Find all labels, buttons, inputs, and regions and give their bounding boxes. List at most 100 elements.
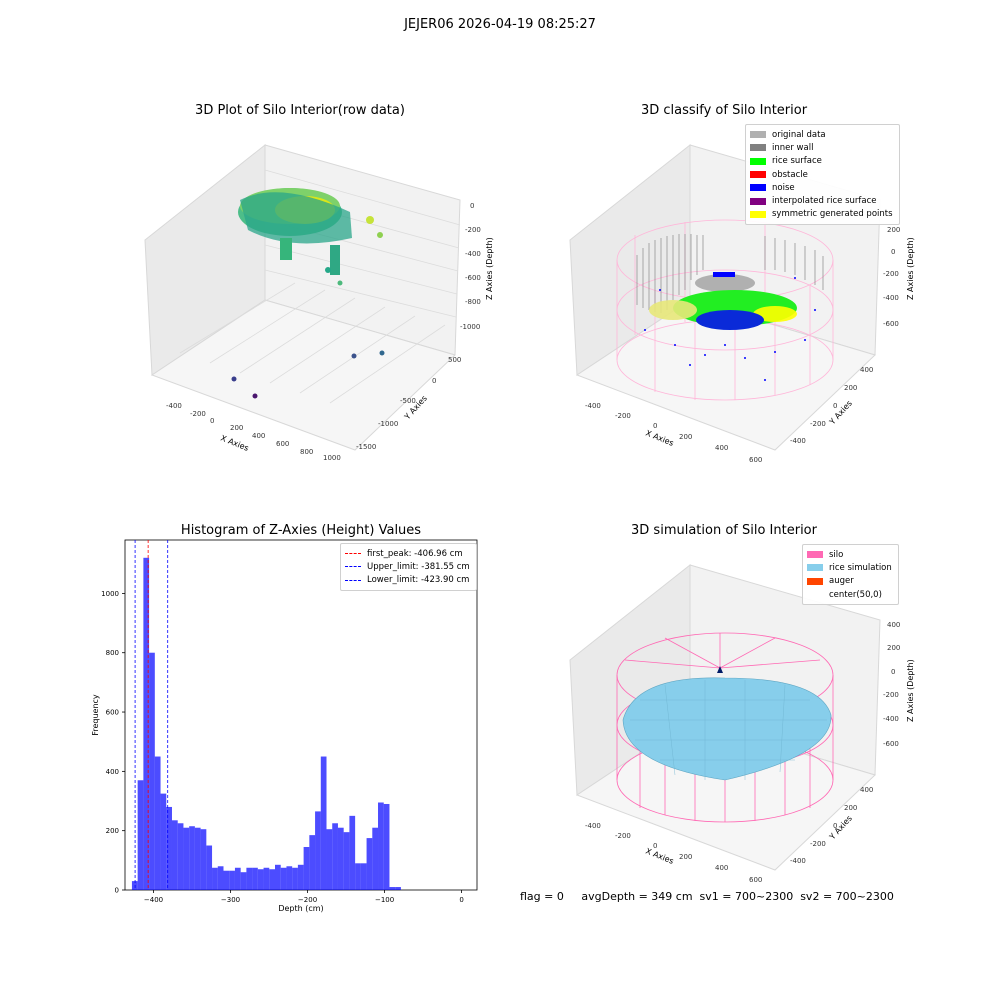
raw-outlier-point [351, 353, 357, 359]
raw-ztick: -600 [465, 274, 481, 282]
raw-plot-title: 3D Plot of Silo Interior(row data) [195, 103, 405, 118]
simulation-ytick: 0 [833, 822, 837, 830]
classify-xtick: 600 [749, 456, 762, 464]
simulation-ztick: 200 [887, 644, 900, 652]
histogram-bar [149, 652, 155, 890]
histogram-bar [349, 815, 356, 890]
avg-depth-text: avgDepth = 349 cm sv1 = 700~2300 sv2 = 7… [581, 890, 894, 903]
histogram-xtick-label: −400 [144, 896, 163, 904]
histogram-bar [343, 832, 350, 890]
histogram-legend: first_peak: -406.96 cm Upper_limit: -381… [340, 543, 477, 591]
histogram-title: Histogram of Z-Axies (Height) Values [180, 523, 422, 538]
histogram-chart: −400 −300 −200 −100 0 0 200 400 600 800 1000 Dept… [91, 539, 478, 913]
raw-ytick: -1000 [378, 420, 398, 428]
histogram-bar [320, 756, 327, 890]
histogram-ytick-label: 200 [106, 827, 119, 835]
raw-xtick: 1000 [323, 454, 341, 460]
classify-ylabel: Y Axies [827, 399, 854, 427]
histogram-bar [212, 867, 218, 890]
histogram-xtick-label: −100 [375, 896, 394, 904]
histogram-bar [269, 869, 276, 890]
simulation-rice-surface [622, 677, 832, 781]
histogram-bar [303, 846, 310, 890]
classify-xtick: 0 [653, 422, 657, 430]
histogram-ytick-label: 600 [106, 709, 119, 717]
raw-ztick: 0 [470, 202, 474, 210]
classify-ztick: -200 [883, 270, 899, 278]
histogram-xtick-label: 0 [459, 896, 463, 904]
simulation-legend: silo rice simulation auger center(50,0) [802, 544, 899, 606]
classify-ytick: -200 [810, 420, 826, 428]
histogram-bar [355, 863, 361, 890]
flag-text: flag = 0 [520, 890, 564, 903]
histogram-bar [292, 867, 298, 890]
raw-outlier-point [231, 376, 237, 382]
histogram-bar [337, 827, 344, 890]
histogram-bar [143, 557, 150, 890]
raw-xtick: 800 [300, 448, 313, 456]
legend-entry: Lower_limit: -423.90 cm [345, 574, 470, 587]
histogram-bar [246, 867, 253, 890]
legend-entry: rice surface [750, 155, 893, 168]
raw-xlabel: X Axies [219, 434, 250, 453]
classify-zlabel: Z Axies (Depth) [906, 237, 915, 300]
histogram-bar [383, 803, 390, 890]
simulation-xtick: 200 [679, 853, 692, 861]
histogram-bar [171, 820, 178, 890]
histogram-bar [234, 867, 241, 890]
classify-ytick: -400 [790, 437, 806, 445]
simulation-xtick: -400 [585, 822, 601, 830]
histogram-bar [217, 866, 224, 890]
classify-symmetric-points [649, 300, 697, 320]
classify-xtick: 400 [715, 444, 728, 452]
raw-ztick: -400 [465, 250, 481, 258]
histogram-bar [223, 870, 230, 890]
histogram-bar [137, 780, 144, 890]
histogram-xtick-label: −200 [298, 896, 317, 904]
classify-ytick: 200 [844, 384, 857, 392]
histogram-bar [332, 823, 338, 890]
simulation-xtick: -200 [615, 832, 631, 840]
raw-outlier-point [252, 393, 258, 399]
raw-ztick: -1000 [460, 323, 480, 331]
histogram-bar [326, 829, 333, 890]
classify-plot-title: 3D classify of Silo Interior [640, 103, 808, 118]
histogram-bar [286, 866, 293, 890]
simulation-ztick: -600 [883, 740, 899, 748]
histogram-bar [154, 756, 161, 890]
histogram-ytick-label: 1000 [101, 590, 119, 598]
simulation-ztick: 400 [887, 621, 900, 629]
legend-entry: original data [750, 128, 893, 141]
raw-outlier-point [379, 350, 385, 356]
histogram-bar [309, 835, 316, 890]
histogram-bar [378, 802, 384, 890]
raw-point-cloud [238, 188, 383, 286]
legend-entry: Upper_limit: -381.55 cm [345, 560, 470, 573]
raw-xtick: -400 [166, 402, 182, 410]
classify-ztick: -600 [883, 320, 899, 328]
simulation-xtick: 400 [715, 864, 728, 872]
histogram-bar [194, 827, 201, 890]
histogram-bar [252, 867, 258, 890]
histogram-bar [275, 864, 281, 890]
histogram-bar [257, 869, 264, 890]
classify-xtick: -200 [615, 412, 631, 420]
simulation-ztick: -400 [883, 715, 899, 723]
legend-entry: noise [750, 181, 893, 194]
histogram-bar [177, 823, 184, 890]
simulation-ztick: 0 [891, 668, 895, 676]
histogram-bar [280, 867, 287, 890]
raw-xtick: -200 [190, 410, 206, 418]
histogram-bar [389, 887, 396, 890]
simulation-ylabel: Y Axies [827, 814, 854, 842]
status-footer: flag = 0 avgDepth = 349 cm sv1 = 700~230… [520, 890, 894, 903]
histogram-bar [395, 887, 401, 890]
legend-entry: inner wall [750, 141, 893, 154]
raw-ztick: -200 [465, 226, 481, 234]
raw-ytick: -500 [400, 397, 416, 405]
classify-ztick: 200 [887, 226, 900, 234]
raw-ytick: 500 [448, 356, 461, 364]
histogram-bar [240, 872, 247, 890]
classify-xtick: -400 [585, 402, 601, 410]
legend-entry: interpolated rice surface [750, 194, 893, 207]
